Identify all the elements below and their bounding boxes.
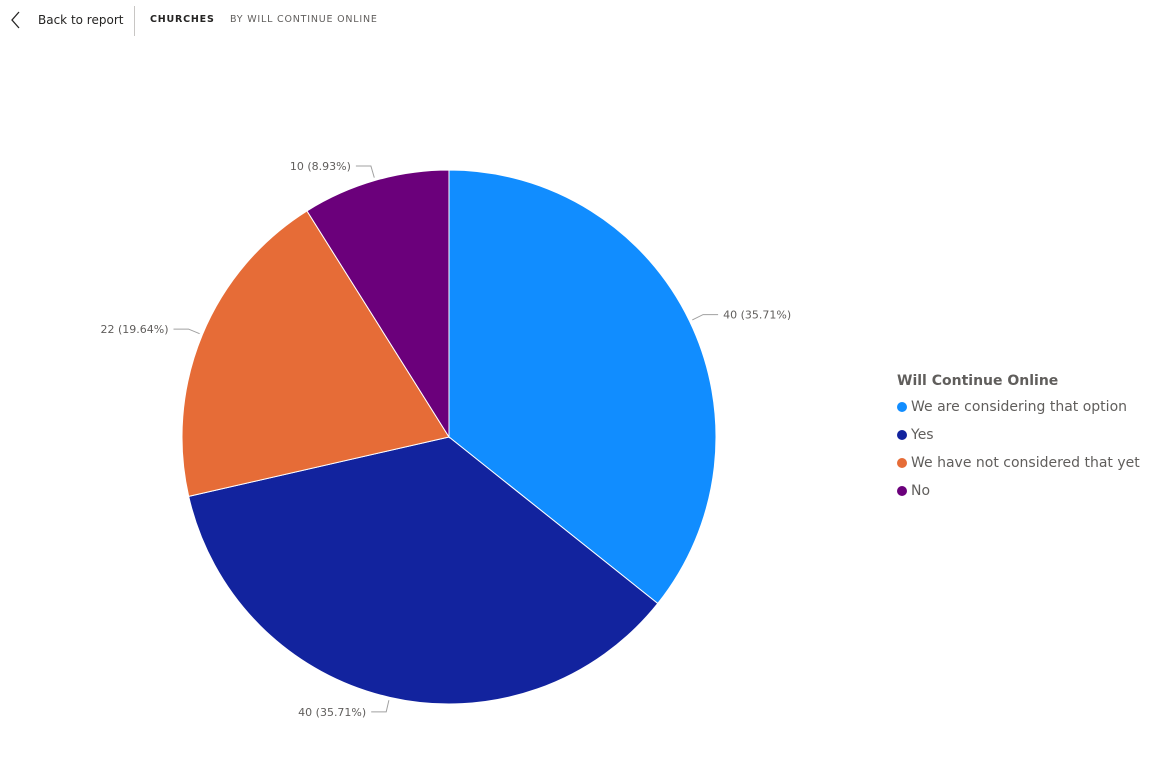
- pie-slice-yes[interactable]: [188, 436, 659, 705]
- leader-line: [371, 700, 390, 713]
- legend-label: Yes: [911, 427, 934, 443]
- chart-legend: Will Continue Online We are considering …: [897, 373, 1140, 505]
- legend-marker: [897, 458, 907, 468]
- leader-line: [355, 165, 375, 178]
- pie-slice-considering[interactable]: [448, 169, 717, 605]
- legend-item-not-considered[interactable]: We have not considered that yet: [897, 449, 1140, 477]
- legend-marker: [897, 402, 907, 412]
- back-to-report-button[interactable]: Back to report: [10, 8, 123, 32]
- legend-marker: [897, 486, 907, 496]
- legend-item-no[interactable]: No: [897, 477, 1140, 505]
- legend-label: We are considering that option: [911, 399, 1128, 415]
- breadcrumb-divider: [134, 6, 135, 36]
- data-label: 10 (8.93%): [290, 160, 351, 173]
- legend-marker: [897, 430, 907, 440]
- legend-item-considering[interactable]: We are considering that option: [897, 393, 1140, 421]
- data-label: 40 (35.71%): [298, 706, 366, 719]
- breadcrumb-secondary: BY WILL CONTINUE ONLINE: [230, 14, 378, 25]
- legend-label: We have not considered that yet: [911, 455, 1140, 471]
- data-label: 40 (35.71%): [723, 309, 791, 322]
- legend-label: No: [911, 483, 931, 499]
- top-bar: Back to report CHURCHES BY WILL CONTINUE…: [0, 0, 1150, 40]
- leader-line: [173, 328, 200, 335]
- legend-title: Will Continue Online: [897, 373, 1059, 389]
- pie-slice-no[interactable]: [306, 169, 450, 439]
- back-to-report-label: Back to report: [38, 13, 124, 27]
- chevron-left-icon: [10, 10, 26, 30]
- pie-slice-not-considered[interactable]: [181, 210, 450, 498]
- leader-line: [692, 314, 719, 321]
- legend-item-yes[interactable]: Yes: [897, 421, 1140, 449]
- data-label: 22 (19.64%): [100, 323, 168, 336]
- breadcrumb-primary: CHURCHES: [150, 14, 215, 25]
